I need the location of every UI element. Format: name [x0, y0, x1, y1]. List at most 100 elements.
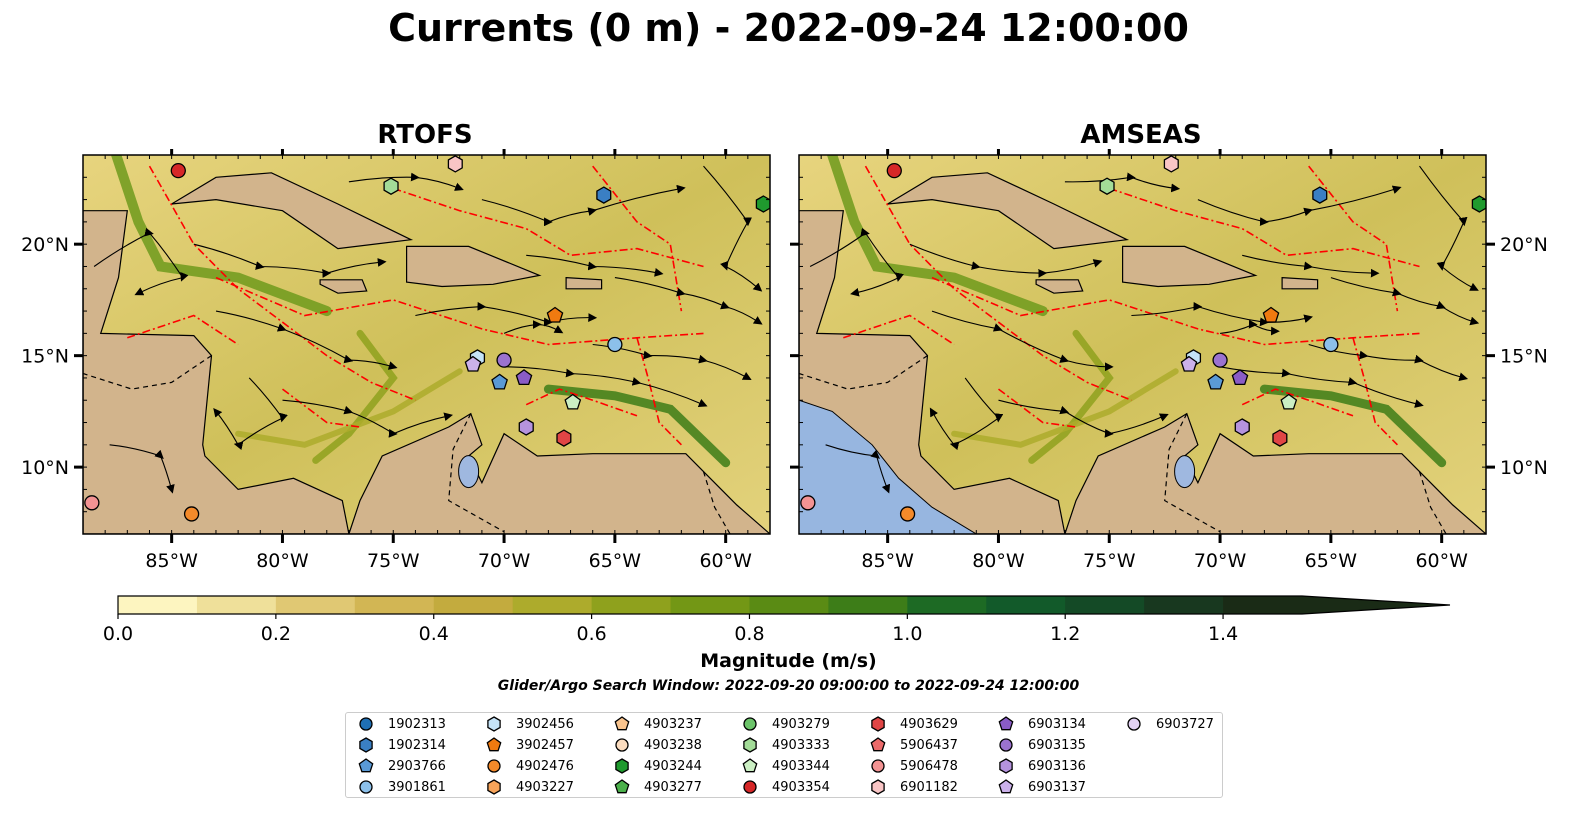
legend-item-1902314: 1902314: [356, 735, 446, 755]
pentagon-marker-icon: [614, 716, 630, 731]
legend-marker: [486, 737, 502, 752]
legend-label: 5906478: [900, 758, 958, 774]
platform-marker-4903244: [755, 195, 770, 213]
legend-marker: [871, 759, 885, 773]
circle-marker-icon: [359, 717, 373, 731]
legend-label: 5906437: [900, 737, 958, 753]
platform-marker-4903629: [556, 429, 572, 447]
eez-boundary: [148, 165, 416, 401]
legend-marker: [614, 716, 630, 731]
legend-item-4903237: 4903237: [612, 714, 702, 734]
land-mass: [83, 210, 350, 534]
legend-label: 6903134: [1028, 716, 1086, 732]
platform-marker-5906478: [84, 495, 100, 511]
platform-marker-6903134: [1231, 369, 1249, 386]
streamline: [1064, 172, 1181, 193]
legend-label: 4903277: [644, 779, 702, 795]
x-tick-label: 70°W: [478, 550, 531, 572]
streamline: [809, 227, 904, 297]
country-border: [1164, 413, 1221, 533]
streamline: [503, 320, 564, 334]
streamline: [909, 243, 1103, 278]
legend-label: 6903137: [1028, 779, 1086, 795]
streamline: [504, 366, 708, 408]
platform-marker-6903134: [515, 369, 533, 386]
streamline: [929, 377, 1004, 451]
platform-marker-1902314: [596, 186, 612, 204]
streamline: [998, 399, 1169, 438]
legend-label: 3902456: [516, 716, 574, 732]
legend-item-4903277: 4903277: [612, 777, 702, 797]
platform-marker-4903344: [564, 393, 582, 410]
platform-marker-3901861: [607, 336, 623, 353]
platform-marker-3902457: [546, 306, 564, 323]
legend-item-4903227: 4903227: [484, 777, 574, 797]
streamline: [931, 310, 1114, 372]
platform-marker-4903344: [1280, 393, 1298, 410]
country-border: [448, 413, 505, 533]
pentagon-marker-icon: [998, 779, 1014, 794]
legend-label: 3901861: [388, 779, 446, 795]
legend-label: 6901182: [900, 779, 958, 795]
legend-item-6901182: 6901182: [868, 777, 958, 797]
streamline: [109, 444, 175, 494]
eez-boundary: [1109, 187, 1420, 268]
eez-boundary: [998, 388, 1077, 428]
legend-item-4903238: 4903238: [612, 735, 702, 755]
land-mass: [1035, 279, 1084, 294]
legend-item-6903134: 6903134: [996, 714, 1086, 734]
y-tick-label: 20°N: [1500, 234, 1548, 256]
hexagon-marker-icon: [743, 737, 757, 753]
x-tick-label: 65°W: [1305, 550, 1358, 572]
x-tick-label: 80°W: [972, 550, 1025, 572]
legend-label: 1902314: [388, 737, 446, 753]
legend-marker: [999, 758, 1013, 774]
legend-marker: [614, 779, 630, 794]
land-mass: [565, 276, 603, 290]
legend-marker: [359, 717, 373, 731]
panel-title-amseas: AMSEAS: [1080, 120, 1202, 150]
streamline: [93, 227, 189, 296]
legend-marker: [743, 737, 757, 753]
legend-marker: [359, 780, 373, 794]
legend-label: 6903136: [1028, 758, 1086, 774]
legend-item-6903137: 6903137: [996, 777, 1086, 797]
legend-marker: [359, 737, 373, 753]
eez-boundary: [282, 388, 361, 428]
legend-label: 4903344: [772, 758, 830, 774]
hexagon-marker-icon: [871, 779, 885, 795]
circle-marker-icon: [871, 759, 885, 773]
legend-label: 6903727: [1156, 716, 1214, 732]
search-window-text: Glider/Argo Search Window: 2022-09-20 09…: [497, 678, 1080, 694]
legend-item-4903344: 4903344: [740, 756, 830, 776]
platform-marker-3902457: [1262, 306, 1280, 323]
platform-marker-5906478: [800, 495, 816, 511]
platform-marker-6901182: [1163, 155, 1179, 173]
legend-marker: [871, 779, 885, 795]
hexagon-marker-icon: [999, 758, 1013, 774]
platform-marker-4903629: [1272, 429, 1288, 447]
legend-label: 4903238: [644, 737, 702, 753]
legend-label: 3902457: [516, 737, 574, 753]
legend-marker: [742, 758, 758, 773]
pentagon-marker-icon: [486, 737, 502, 752]
legend-item-4903354: 4903354: [740, 777, 830, 797]
legend-item-6903727: 6903727: [1124, 714, 1214, 734]
legend-item-2903766: 2903766: [356, 756, 446, 776]
platform-marker-6901182: [447, 155, 463, 173]
x-tick-label: 60°W: [1415, 550, 1468, 572]
legend-marker: [870, 737, 886, 752]
streamline: [1419, 165, 1479, 291]
map-frame: [82, 154, 771, 535]
legend-item-4903333: 4903333: [740, 735, 830, 755]
legend-item-6903135: 6903135: [996, 735, 1086, 755]
map-panel-rtofs: 85°W 80°W 75°W 70°W 65°W 60°W 20°N 15°N 10°N: [21, 149, 771, 572]
platform-marker-4903333: [383, 177, 399, 195]
platform-marker-4903354: [886, 162, 902, 179]
platform-marker-6903135: [496, 352, 512, 368]
streamline: [415, 301, 598, 327]
y-tick-label: 20°N: [21, 234, 69, 256]
pentagon-marker-icon: [870, 737, 886, 752]
country-border: [1418, 471, 1447, 534]
legend-item-4902476: 4902476: [484, 756, 574, 776]
